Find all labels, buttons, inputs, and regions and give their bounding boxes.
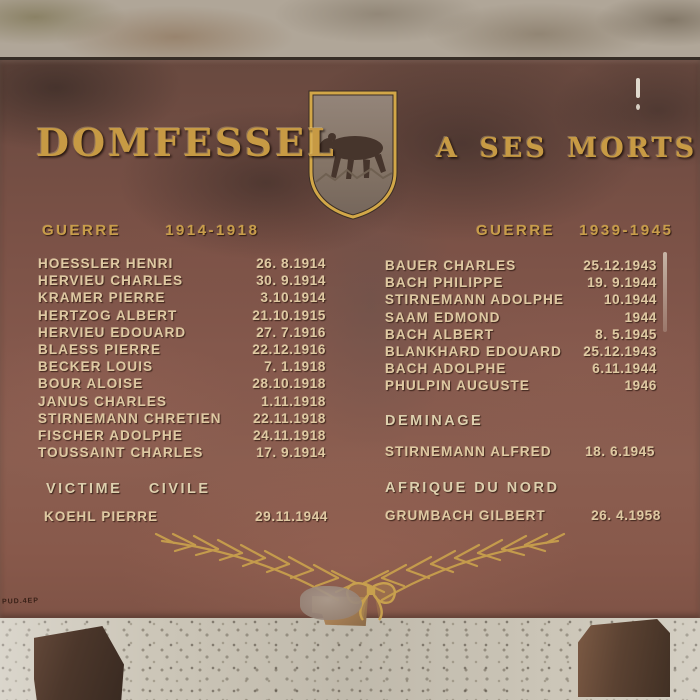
engraver-signature: PUD.4EP [1, 597, 40, 606]
bear-icon [318, 133, 386, 179]
person-name: HOESSLER HENRI [38, 256, 174, 271]
war-years: 1939-1945 [579, 222, 674, 239]
memorial-row: HERVIEU EDOUARD 27. 7.1916 [38, 325, 326, 342]
heading-deminage: DEMINAGE [385, 413, 484, 429]
support-block-right [578, 619, 670, 697]
person-name: KRAMER PIERRE [38, 290, 166, 306]
memorial-row: BECKER LOUIS 7. 1.1918 [38, 359, 326, 376]
person-name: BACH PHILIPPE [385, 275, 504, 291]
column-deminage: STIRNEMANN ALFRED 18. 6.1945 [385, 444, 655, 461]
death-date: 22.11.1918 [253, 410, 326, 426]
death-date: 28.10.1918 [252, 376, 326, 392]
column-war-1939: BAUER CHARLES 25.12.1943 BACH PHILIPPE 19.… [385, 258, 657, 396]
death-date: 22.12.1916 [252, 341, 326, 357]
memorial-row: JANUS CHARLES 1.11.1918 [38, 394, 326, 411]
memorial-row: KRAMER PIERRE 3.10.1914 [38, 290, 326, 307]
death-date: 25.12.1943 [583, 343, 657, 359]
memorial-row: BLAESS PIERRE 22.12.1916 [38, 342, 326, 359]
death-date: 10.1944 [604, 292, 657, 308]
dedication-title: A SES MORTS [436, 133, 698, 164]
memorial-row: GRUMBACH GILBERT 26. 4.1958 [385, 508, 661, 525]
memorial-row: HERTZOG ALBERT 21.10.1915 [38, 308, 326, 325]
death-date: 19. 9.1944 [587, 275, 657, 291]
shield-ground [315, 167, 393, 183]
palm-barbs-right-upper [362, 532, 566, 585]
column-afrique-du-nord: GRUMBACH GILBERT 26. 4.1958 [385, 508, 661, 525]
person-name: BAUER CHARLES [385, 258, 517, 273]
death-date: 18. 6.1945 [585, 444, 655, 459]
person-name: BECKER LOUIS [38, 359, 154, 375]
person-name: FISCHER ADOLPHE [38, 427, 184, 443]
stone-lintel [0, 0, 700, 60]
death-date: 7. 1.1918 [264, 359, 326, 375]
bear-shield-icon [308, 90, 398, 220]
death-date: 1.11.1918 [261, 393, 326, 409]
memorial-row: TOUSSAINT CHARLES 17. 9.1914 [38, 445, 326, 462]
person-name: JANUS CHARLES [38, 393, 168, 409]
memorial-row: HOESSLER HENRI 26. 8.1914 [38, 256, 326, 273]
person-name: BLANKHARD EDOUARD [385, 343, 562, 359]
person-name: BLAESS PIERRE [38, 341, 162, 357]
war-label: GUERRE [476, 222, 556, 239]
death-date: 24.11.1918 [253, 427, 326, 443]
memorial-row: SAAM EDMOND 1944 [385, 310, 657, 327]
person-name: HERTZOG ALBERT [38, 307, 178, 323]
death-date: 27. 7.1916 [256, 324, 326, 340]
death-date: 30. 9.1914 [256, 273, 326, 289]
war-years: 1914-1918 [165, 222, 260, 239]
paint-drip-mark [636, 78, 640, 110]
war-label: GUERRE [42, 222, 122, 239]
support-block-left [34, 626, 124, 700]
memorial-row: STIRNEMANN CHRETIEN 22.11.1918 [38, 411, 326, 428]
death-date: 1944 [624, 309, 657, 325]
damaged-stone-patch [300, 586, 362, 620]
death-date: 17. 9.1914 [256, 445, 326, 461]
memorial-row: FISCHER ADOLPHE 24.11.1918 [38, 428, 326, 445]
paint-drip-streak [663, 252, 667, 332]
death-date: 26. 4.1958 [591, 508, 661, 523]
person-name: STIRNEMANN ALFRED [385, 444, 552, 459]
person-name: HERVIEU EDOUARD [38, 324, 187, 340]
town-name-title: DOMFESSEL [36, 120, 337, 165]
memorial-row: BACH ALBERT 8. 5.1945 [385, 327, 657, 344]
memorial-row: STIRNEMANN ADOLPHE 10.1944 [385, 292, 657, 309]
heading-afrique-du-nord: AFRIQUE DU NORD [385, 480, 560, 496]
death-date: 29.11.1944 [255, 509, 328, 524]
memorial-row: BACH PHILIPPE 19. 9.1944 [385, 275, 657, 292]
memorial-row: HERVIEU CHARLES 30. 9.1914 [38, 273, 326, 290]
heading-war-1939: GUERRE 1939-1945 [476, 222, 673, 239]
memorial-row: BAUER CHARLES 25.12.1943 [385, 258, 657, 275]
person-name: STIRNEMANN CHRETIEN [38, 410, 222, 426]
memorial-row: BACH ADOLPHE 6.11.1944 [385, 361, 657, 378]
person-name: BOUR ALOISE [38, 376, 144, 392]
death-date: 6.11.1944 [592, 361, 657, 377]
memorial-row: BLANKHARD EDOUARD 25.12.1943 [385, 344, 657, 361]
death-date: 1946 [624, 378, 657, 394]
memorial-row: STIRNEMANN ALFRED 18. 6.1945 [385, 444, 655, 461]
memorial-row: PHULPIN AUGUSTE 1946 [385, 378, 657, 395]
person-name: GRUMBACH GILBERT [385, 508, 546, 523]
person-name: STIRNEMANN ADOLPHE [385, 292, 565, 308]
shield-border [309, 91, 397, 219]
palm-barbs-left-upper [154, 532, 358, 585]
memorial-row: BOUR ALOISE 28.10.1918 [38, 376, 326, 393]
death-date: 25.12.1943 [583, 258, 657, 273]
death-date: 26. 8.1914 [256, 256, 326, 271]
death-date: 8. 5.1945 [595, 326, 657, 342]
heading-war-1914: GUERRE 1914-1918 [42, 222, 259, 239]
heading-victime-civile: VICTIME CIVILE [46, 481, 211, 497]
person-name: KOEHL PIERRE [44, 509, 159, 524]
death-date: 21.10.1915 [252, 307, 326, 323]
person-name: HERVIEU CHARLES [38, 273, 184, 289]
column-victime-civile: KOEHL PIERRE 29.11.1944 [44, 509, 328, 526]
person-name: TOUSSAINT CHARLES [38, 445, 204, 461]
person-name: SAAM EDMOND [385, 309, 501, 325]
death-date: 3.10.1914 [260, 290, 326, 306]
person-name: BACH ALBERT [385, 326, 495, 342]
column-war-1914: HOESSLER HENRI 26. 8.1914 HERVIEU CHARLES… [38, 256, 326, 462]
person-name: PHULPIN AUGUSTE [385, 378, 531, 394]
memorial-row: KOEHL PIERRE 29.11.1944 [44, 509, 328, 526]
person-name: BACH ADOLPHE [385, 361, 507, 377]
